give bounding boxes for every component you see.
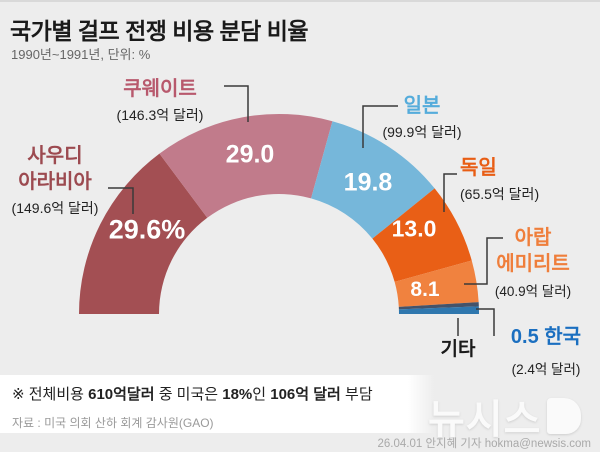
germany-amount: (65.5억 달러) [460, 186, 540, 202]
saudi-leader-line [108, 187, 134, 214]
etc-label-text: 기타 [440, 339, 476, 360]
germany-leader-line [443, 173, 457, 212]
newsis-logo-icon [547, 398, 582, 434]
total-cost-note: ※ 전체비용 610억달러 중 미국은 18%인 106억 달러 부담 [12, 383, 373, 404]
saudi-label: 사우디 아라비아 (149.6억 달러) [2, 143, 108, 218]
uae-value: 8.1 [410, 278, 440, 301]
korea-label-text: 0.5 한국 [510, 326, 582, 348]
note-part: 18% [222, 386, 253, 403]
korea-leader-line [476, 308, 495, 336]
source-line: 자료 : 미국 의회 산하 회계 감사원(GAO) [12, 416, 214, 430]
leader-lines [108, 85, 503, 336]
note-band [0, 375, 434, 433]
germany-label: 독일 (65.5억 달러) [460, 155, 539, 204]
germany-label-text: 독일 [460, 157, 497, 179]
japan-leader-line [362, 105, 398, 148]
uae-label-line1: 아랍 [514, 227, 552, 249]
uae-label-line2: 에미리트 [496, 253, 570, 275]
newsis-logo-text: 뉴시스 [428, 398, 542, 442]
uae-leader-line [464, 237, 503, 285]
germany-value: 13.0 [391, 215, 437, 242]
chart-subtitle: 1990년~1991년, 단위: % [11, 47, 151, 62]
korea-label: 0.5 한국 (2.4억 달러) [502, 324, 590, 378]
uae-label: 아랍 에미리트 (40.9억 달러) [490, 225, 576, 300]
segment-uae [394, 260, 479, 307]
reporter-credit: 26.04.01 안지혜 기자 hokma@newsis.com [377, 438, 591, 450]
japan-value: 19.8 [343, 168, 393, 197]
newsis-logo: 뉴시스 [428, 387, 582, 445]
segment-saudi [79, 153, 208, 314]
note-part: 610억달러 [88, 386, 155, 403]
page-title: 국가별 걸프 전쟁 비용 분담 비율 [10, 18, 309, 44]
japan-label: 일본 (99.9억 달러) [372, 93, 472, 142]
korea-amount: (2.4억 달러) [511, 362, 581, 377]
segment-etc [398, 302, 479, 310]
japan-amount: (99.9억 달러) [382, 124, 462, 140]
note-part: 106억 달러 [270, 386, 341, 403]
kuwait-label-text: 쿠웨이트 [123, 78, 197, 100]
note-part: 부담 [340, 386, 373, 403]
segment-kuwait [159, 113, 333, 218]
segment-germany [372, 188, 472, 282]
note-part: 중 미국은 [154, 386, 223, 403]
uae-amount: (40.9억 달러) [494, 284, 572, 299]
kuwait-label: 쿠웨이트 (146.3억 달러) [98, 76, 222, 125]
kuwait-value: 29.0 [225, 140, 275, 169]
saudi-value: 29.6% [108, 214, 186, 245]
segment-korea [398, 306, 479, 314]
note-part: ※ 전체비용 [12, 386, 89, 403]
saudi-label-line2: 아라비아 [18, 171, 92, 193]
kuwait-amount: (146.3억 달러) [116, 107, 204, 123]
japan-label-text: 일본 [403, 95, 441, 117]
note-part: 인 [252, 386, 271, 403]
saudi-amount: (149.6억 달러) [11, 200, 99, 216]
segment-japan [311, 121, 435, 239]
saudi-label-line1: 사우디 [27, 145, 83, 167]
kuwait-leader-line [224, 85, 249, 122]
etc-label: 기타 [430, 338, 486, 363]
donut-segments [79, 113, 479, 314]
